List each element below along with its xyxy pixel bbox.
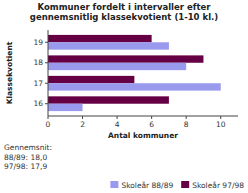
x-tick-label: 8: [184, 120, 189, 129]
x-tick: [151, 116, 152, 119]
legend-item: Skoleår 97/98: [181, 181, 244, 190]
bar: [48, 104, 83, 111]
legend-label: Skoleår 88/89: [121, 181, 173, 190]
bar: [48, 55, 203, 62]
legend-swatch: [181, 181, 189, 188]
y-tick: [45, 103, 48, 104]
y-tick-label: 19: [33, 38, 43, 47]
x-tick-label: 6: [149, 120, 154, 129]
bar: [48, 42, 169, 49]
title-line: gennemsnitlig klassekvotient (1-10 kl.): [30, 12, 218, 22]
legend: Skoleår 88/89 Skoleår 97/98: [110, 181, 244, 190]
x-axis-label: Antal kommuner: [108, 131, 178, 140]
bar: [48, 76, 134, 83]
x-tick-label: 4: [115, 120, 120, 129]
x-axis-line: [48, 116, 238, 117]
bar: [48, 35, 152, 42]
x-tick: [220, 116, 221, 119]
x-tick: [48, 116, 49, 119]
annotation: Gennemsnit:88/89: 18,097/98: 17,9: [4, 143, 52, 171]
chart: Kommuner fordelt i intervaller eftergenn…: [0, 0, 248, 193]
bars: [48, 35, 221, 111]
x-tick: [82, 116, 83, 119]
legend-swatch: [110, 181, 118, 188]
x-tick-label: 0: [46, 120, 51, 129]
x-tick: [186, 116, 187, 119]
legend-item: Skoleår 88/89: [110, 181, 173, 190]
x-tick-label: 2: [80, 120, 85, 129]
y-axis-line: [48, 30, 49, 116]
annotation-line: 88/89: 18,0: [4, 153, 47, 162]
x-tick-label: 10: [216, 120, 226, 129]
legend-label: Skoleår 97/98: [192, 181, 244, 190]
bar: [48, 83, 221, 90]
x-tick: [117, 116, 118, 119]
y-tick: [45, 42, 48, 43]
title: Kommuner fordelt i intervaller eftergenn…: [30, 2, 218, 22]
bar: [48, 63, 186, 70]
y-tick: [45, 62, 48, 63]
annotation-line: 97/98: 17,9: [4, 162, 47, 171]
y-tick: [45, 83, 48, 84]
annotation-line: Gennemsnit:: [4, 143, 52, 152]
y-tick-label: 17: [33, 79, 43, 88]
title-line: Kommuner fordelt i intervaller efter: [38, 2, 212, 12]
y-axis-label: Klassekvotient: [5, 41, 14, 104]
y-tick-label: 16: [33, 99, 43, 108]
bar: [48, 96, 169, 103]
y-tick-label: 18: [33, 58, 43, 67]
